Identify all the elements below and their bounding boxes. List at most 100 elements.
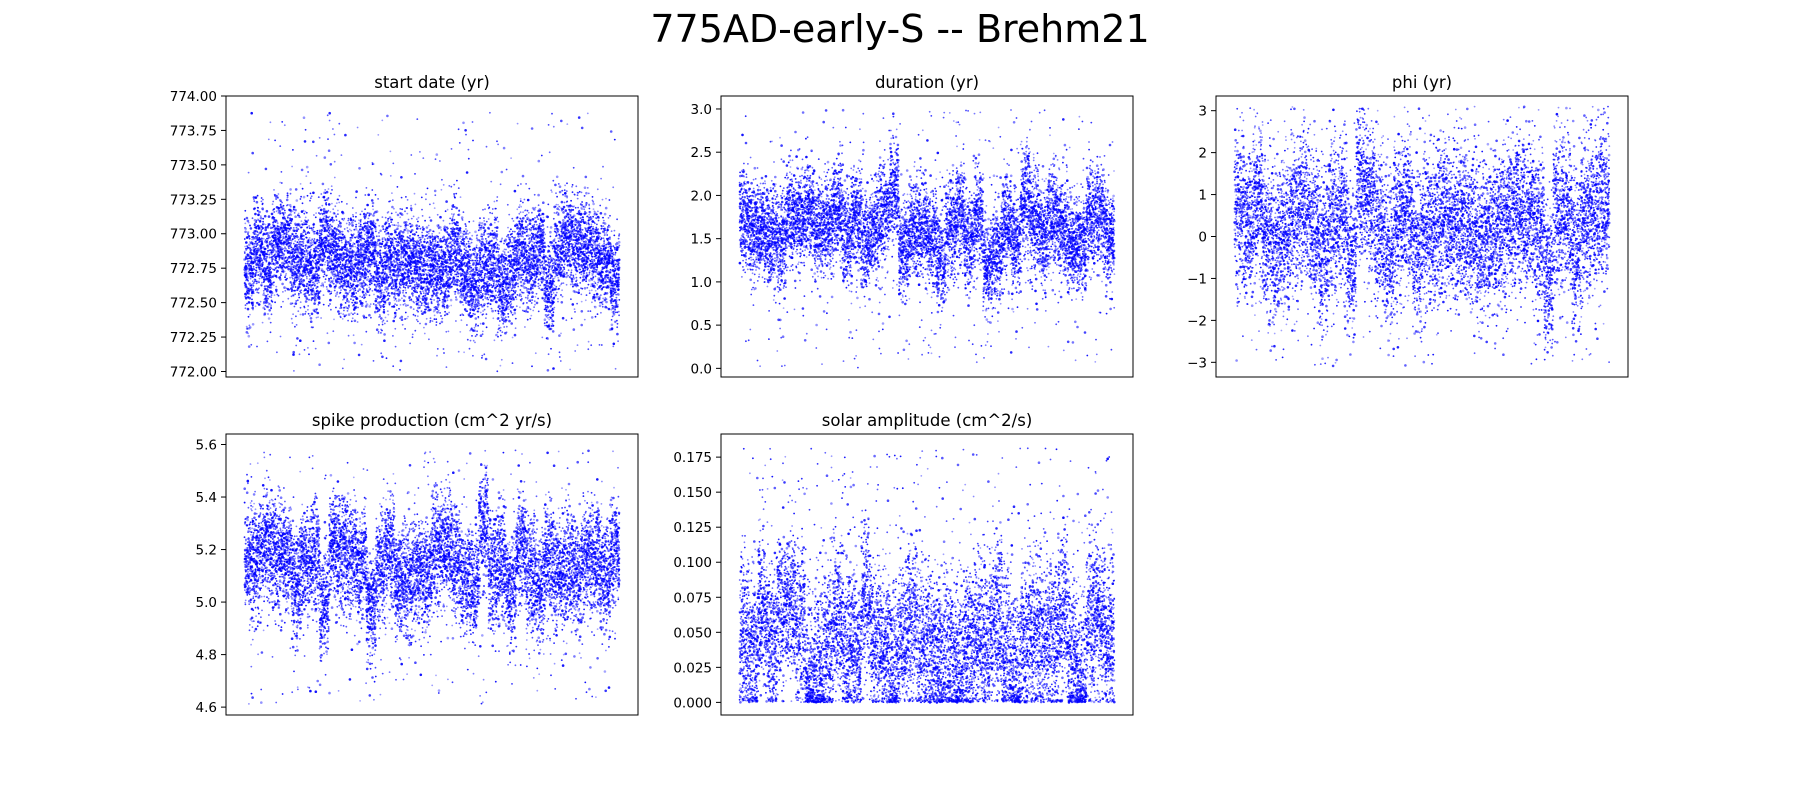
data-point bbox=[267, 302, 271, 306]
data-point bbox=[353, 243, 356, 245]
data-point bbox=[410, 272, 413, 276]
data-point bbox=[301, 313, 305, 316]
data-point bbox=[382, 268, 385, 271]
data-point bbox=[367, 193, 371, 197]
data-point bbox=[362, 280, 365, 282]
data-point bbox=[379, 255, 382, 257]
data-point bbox=[381, 329, 383, 332]
data-point bbox=[306, 283, 309, 285]
data-point bbox=[285, 233, 288, 236]
data-point bbox=[405, 196, 407, 198]
data-point bbox=[302, 248, 304, 251]
data-point bbox=[331, 189, 333, 191]
data-point bbox=[332, 128, 334, 130]
data-point bbox=[335, 251, 338, 254]
data-point bbox=[350, 247, 352, 250]
data-point bbox=[322, 260, 325, 262]
data-point bbox=[295, 199, 299, 202]
data-point bbox=[247, 279, 250, 282]
data-point bbox=[247, 276, 250, 278]
data-point bbox=[318, 281, 320, 284]
data-point bbox=[374, 249, 378, 253]
data-point bbox=[260, 243, 264, 246]
data-point bbox=[384, 216, 387, 219]
data-point bbox=[360, 231, 363, 234]
data-point bbox=[393, 256, 396, 259]
data-point bbox=[378, 308, 381, 311]
data-point bbox=[378, 282, 381, 285]
data-point bbox=[341, 230, 344, 233]
data-point bbox=[265, 270, 267, 272]
data-point bbox=[317, 274, 320, 277]
data-point bbox=[355, 225, 357, 228]
data-point bbox=[310, 195, 313, 198]
data-point bbox=[261, 281, 263, 284]
data-point bbox=[362, 293, 366, 297]
data-point bbox=[244, 270, 247, 273]
data-point bbox=[339, 263, 342, 266]
data-point bbox=[352, 219, 355, 222]
data-point bbox=[346, 268, 348, 271]
data-point bbox=[303, 253, 306, 256]
data-point bbox=[274, 234, 277, 237]
data-point bbox=[256, 194, 259, 197]
data-point bbox=[381, 240, 384, 243]
data-point bbox=[275, 257, 277, 260]
data-point bbox=[306, 268, 309, 271]
data-point bbox=[359, 223, 362, 226]
data-point bbox=[260, 257, 263, 260]
data-point bbox=[406, 212, 409, 215]
data-point bbox=[386, 310, 389, 312]
data-point bbox=[265, 275, 268, 278]
data-point bbox=[273, 234, 276, 237]
data-point bbox=[413, 233, 416, 236]
data-point bbox=[394, 230, 397, 233]
data-point bbox=[263, 276, 265, 278]
data-point bbox=[309, 250, 312, 253]
data-point bbox=[352, 313, 354, 316]
data-point bbox=[247, 233, 249, 235]
data-point bbox=[418, 267, 422, 271]
data-point bbox=[346, 203, 348, 205]
data-point bbox=[388, 223, 390, 225]
data-point bbox=[415, 300, 418, 303]
data-point bbox=[295, 344, 298, 347]
data-point bbox=[359, 221, 362, 223]
data-point bbox=[328, 255, 331, 258]
data-point bbox=[264, 223, 267, 226]
data-point bbox=[390, 260, 392, 263]
data-point bbox=[364, 194, 367, 196]
data-point bbox=[340, 307, 343, 309]
data-point bbox=[411, 270, 414, 272]
data-point bbox=[407, 315, 409, 318]
data-point bbox=[312, 261, 315, 263]
data-point bbox=[251, 151, 254, 155]
data-point bbox=[365, 273, 368, 276]
data-point bbox=[247, 264, 251, 267]
data-point bbox=[325, 247, 328, 249]
data-point bbox=[249, 247, 252, 250]
data-point bbox=[259, 267, 263, 271]
data-point bbox=[255, 221, 258, 224]
data-point bbox=[247, 235, 251, 238]
data-point bbox=[255, 227, 258, 230]
data-point bbox=[341, 276, 344, 279]
data-point bbox=[327, 203, 331, 206]
data-point bbox=[386, 288, 389, 291]
data-point bbox=[313, 223, 316, 226]
data-point bbox=[423, 311, 427, 314]
data-point bbox=[247, 301, 251, 304]
data-point bbox=[429, 203, 431, 206]
data-point bbox=[413, 301, 416, 304]
data-point bbox=[261, 202, 264, 205]
data-point bbox=[406, 207, 408, 209]
data-point bbox=[399, 216, 402, 219]
data-point bbox=[319, 247, 321, 250]
data-point bbox=[261, 226, 264, 229]
data-point bbox=[423, 240, 426, 244]
data-point bbox=[357, 290, 359, 293]
data-point bbox=[341, 241, 343, 244]
data-point bbox=[426, 262, 429, 265]
data-point bbox=[407, 242, 410, 245]
data-point bbox=[269, 226, 273, 230]
